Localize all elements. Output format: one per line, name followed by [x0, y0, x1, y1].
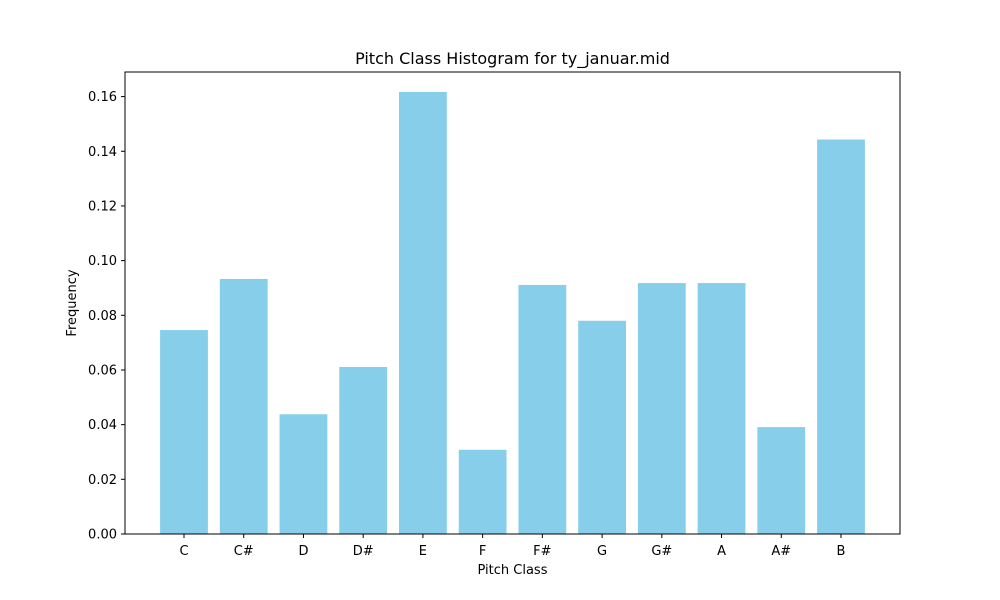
x-tick-label: G#: [651, 544, 672, 559]
x-tick-label: F: [479, 544, 486, 559]
bar-d: [279, 414, 328, 534]
x-tick-label: A#: [771, 544, 791, 559]
bar-d-sharp: [339, 366, 388, 534]
x-tick-label: D#: [353, 544, 374, 559]
y-tick-label: 0.10: [88, 254, 117, 269]
chart-title: Pitch Class Histogram for ty_januar.mid: [355, 49, 670, 69]
bar-a-sharp: [757, 427, 806, 534]
bar-f-sharp: [518, 284, 567, 534]
plot-frame: [124, 71, 901, 535]
bar-c-sharp: [219, 278, 268, 534]
bar-f: [458, 449, 507, 534]
x-tick-label: F#: [533, 544, 551, 559]
x-tick-label: B: [837, 544, 846, 559]
y-ticks-group: 0.00 0.02 0.04 0.06 0.08 0.10 0.12 0.14 0.16: [88, 90, 125, 543]
bar-b: [817, 139, 865, 534]
bars-group: [160, 91, 865, 535]
y-tick-label: 0.12: [88, 199, 117, 214]
bar-g: [578, 320, 626, 534]
y-tick-label: 0.06: [88, 363, 117, 378]
y-tick-label: 0.04: [88, 418, 117, 433]
x-tick-label: C#: [234, 544, 254, 559]
bar-a: [697, 283, 746, 534]
x-tick-label: C: [179, 544, 188, 559]
x-axis-label: Pitch Class: [478, 563, 548, 578]
bar-c: [160, 330, 208, 534]
y-tick-label: 0.16: [88, 90, 117, 105]
y-tick-label: 0.14: [88, 145, 117, 160]
y-axis-label: Frequency: [65, 269, 80, 336]
x-tick-label: E: [419, 544, 427, 559]
bar-g-sharp: [637, 283, 686, 534]
x-tick-label: A: [717, 544, 726, 559]
bar-e: [399, 91, 447, 535]
x-tick-label: G: [597, 544, 607, 559]
x-ticks-group: C C# D D# E F F# G G# A A# B: [179, 534, 845, 559]
x-tick-label: D: [298, 544, 308, 559]
y-tick-label: 0.00: [88, 528, 117, 543]
y-tick-label: 0.02: [88, 473, 117, 488]
y-tick-label: 0.08: [88, 309, 117, 324]
